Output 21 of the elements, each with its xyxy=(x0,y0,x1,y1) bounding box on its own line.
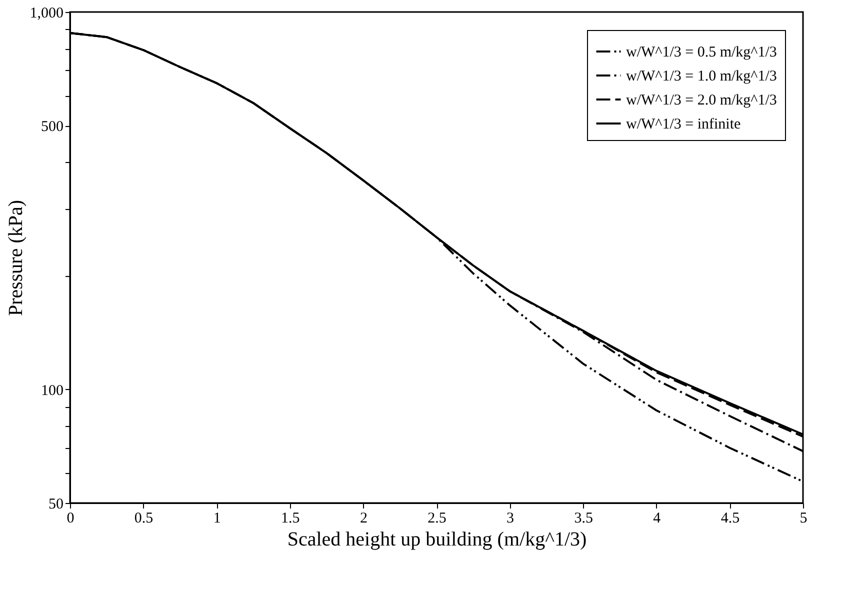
x-axis-title: Scaled height up building (m/kg^1/3) xyxy=(287,528,587,550)
legend-label: w/W^1/3 = 0.5 m/kg^1/3 xyxy=(626,44,777,60)
x-tick-label: 2.5 xyxy=(428,510,446,526)
x-tick-label: 4.5 xyxy=(720,510,740,526)
x-tick-label: 4 xyxy=(653,510,662,526)
x-tick-label: 5 xyxy=(800,510,808,526)
x-tick-label: 0.5 xyxy=(134,510,154,526)
legend-label: w/W^1/3 = infinite xyxy=(626,116,741,132)
y-axis-title: Pressure (kPa) xyxy=(4,200,27,316)
x-tick-label: 3 xyxy=(506,510,514,526)
x-tick-label: 1.5 xyxy=(281,510,300,526)
y-tick-label: 1,000 xyxy=(30,6,64,22)
x-tick-label: 1 xyxy=(213,510,221,526)
legend-label: w/W^1/3 = 1.0 m/kg^1/3 xyxy=(626,68,777,84)
y-tick-label: 100 xyxy=(41,382,64,399)
x-tick-label: 3.5 xyxy=(574,510,593,526)
y-tick-label: 50 xyxy=(48,496,64,512)
y-tick-label: 500 xyxy=(41,119,64,136)
x-tick-label: 2 xyxy=(360,510,368,526)
legend-label: w/W^1/3 = 2.0 m/kg^1/3 xyxy=(626,92,777,108)
x-tick-label: 0 xyxy=(66,510,74,526)
